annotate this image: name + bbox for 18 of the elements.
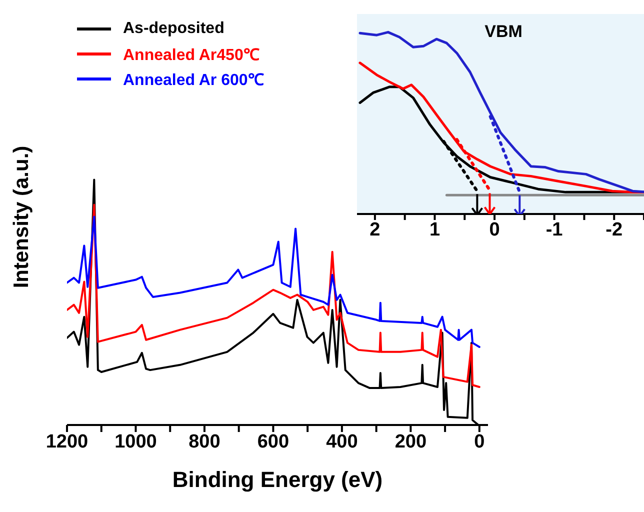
x-tick-label: 400 [326,431,358,452]
y-axis-title: Intensity (a.u.) [10,145,34,288]
legend-label: Annealed Ar 600℃ [123,70,264,90]
x-tick-label: -1 [546,219,564,240]
x-tick-label: -2 [606,219,623,240]
x-tick-label: 600 [257,431,290,452]
x-tick-label: 0 [489,219,500,240]
x-tick-label: 200 [394,431,427,452]
legend-label: As-deposited [123,20,224,38]
x-tick-label: 0 [474,431,485,452]
x-tick-label: 1000 [114,431,157,452]
chart-title: VBM [484,22,524,42]
legend-label: Annealed Ar450℃ [123,46,260,64]
x-tick-label: 1200 [46,431,88,452]
x-tick-label: 2 [370,219,380,240]
x-tick-label: 800 [188,431,220,452]
x-tick-label: 1 [429,219,440,240]
x-axis-title: Binding Energy (eV) [171,467,384,493]
